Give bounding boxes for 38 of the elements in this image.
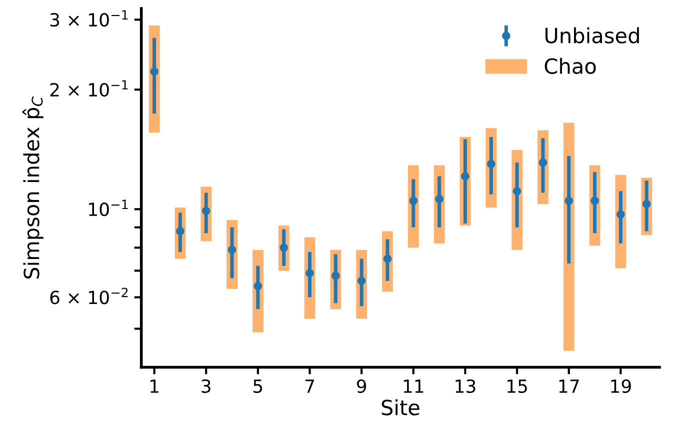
x-tick-label: 19 [611, 379, 631, 393]
point [435, 194, 444, 204]
x-tick-label: 9 [356, 379, 366, 393]
point [642, 200, 651, 208]
x-tick-label: 15 [508, 380, 527, 393]
point [383, 254, 392, 263]
point [228, 246, 236, 254]
legend-label: Unbiased [545, 27, 639, 44]
point [512, 187, 522, 196]
y-tick-label: 6 × 10$^{−2}$ [50, 288, 128, 304]
x-tick-label: 11 [404, 380, 424, 393]
y-tick-label: 10$^{−1}$ [89, 200, 128, 216]
x-tick-label: 5 [254, 380, 262, 393]
x-tick-label: 3 [202, 379, 210, 393]
point [590, 196, 599, 205]
point [254, 282, 262, 290]
legend-label: Chao [544, 58, 596, 74]
y-tick-label: 3 × 10$^{−1}$ [50, 10, 128, 27]
point [280, 243, 288, 252]
point [357, 276, 366, 286]
x-tick-label: 7 [305, 380, 314, 393]
point [331, 272, 340, 280]
x-tick-label: 1 [150, 380, 158, 393]
y-tick-label: 2 × 10$^{−1}$ [50, 80, 128, 97]
x-tick-label: 13 [456, 379, 476, 393]
point [616, 210, 625, 219]
point [176, 227, 184, 236]
y-axis-title: Simpson index p̂$_{C}$ [22, 96, 44, 279]
point [486, 160, 496, 168]
point [409, 196, 418, 205]
point [306, 269, 314, 278]
x-axis-title: Site [382, 399, 420, 416]
point [564, 196, 574, 205]
point [150, 67, 158, 76]
x-tick-label: 17 [559, 380, 579, 393]
point [202, 206, 210, 216]
point [461, 172, 470, 180]
point [538, 158, 548, 167]
